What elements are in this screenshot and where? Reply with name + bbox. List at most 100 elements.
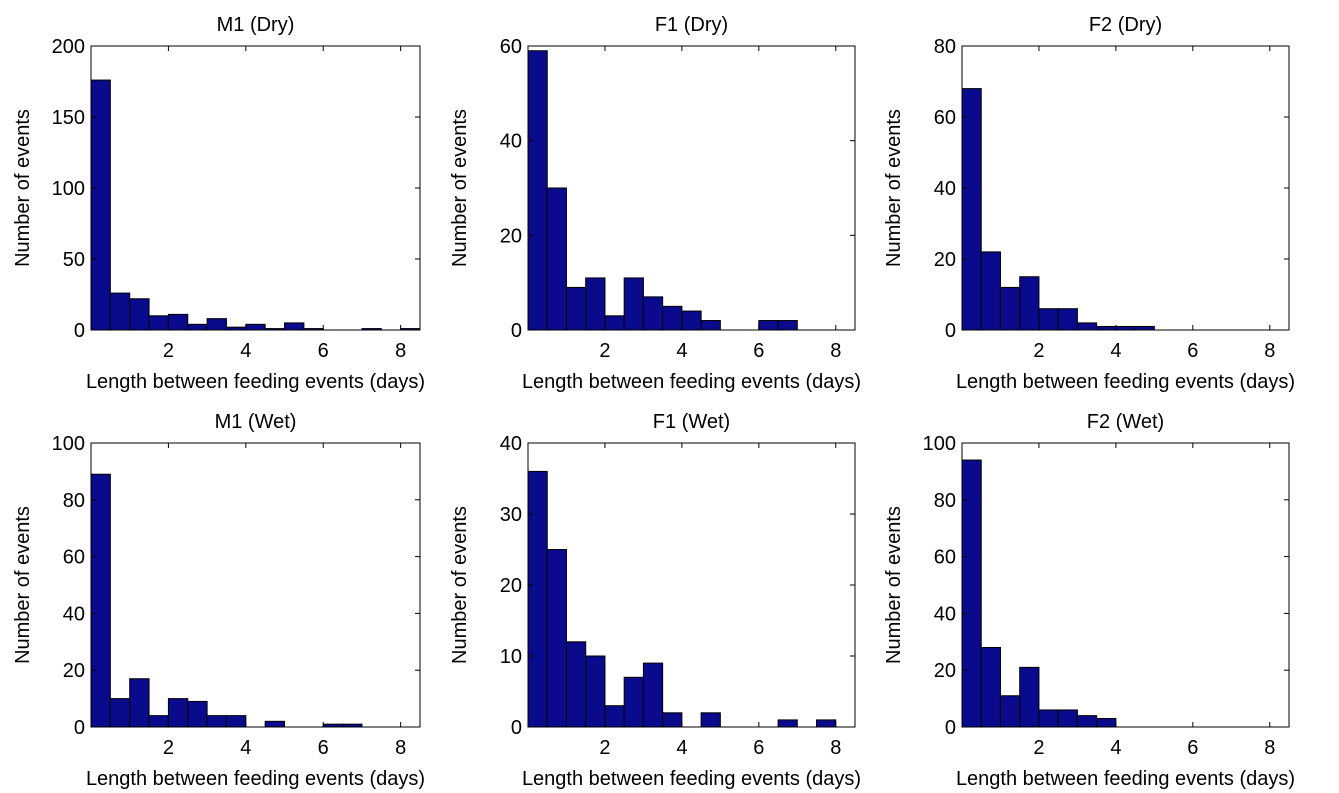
histogram-bar bbox=[187, 323, 208, 331]
histogram-bar bbox=[1076, 715, 1098, 728]
histogram-bar bbox=[623, 676, 644, 728]
histogram-bar bbox=[999, 286, 1021, 331]
y-tick-label: 60 bbox=[63, 547, 85, 569]
x-tick-label: 8 bbox=[830, 737, 841, 759]
x-tick-label: 6 bbox=[753, 340, 764, 362]
y-tick-label: 40 bbox=[500, 433, 522, 455]
x-axis-label: Length between feeding events (days) bbox=[956, 768, 1295, 790]
histogram-bar bbox=[527, 50, 548, 331]
histogram-bar bbox=[1134, 325, 1155, 331]
histogram-bar bbox=[980, 646, 1001, 728]
histogram-bar bbox=[109, 698, 131, 728]
y-tick-label: 20 bbox=[934, 660, 956, 682]
y-tick-label: 100 bbox=[923, 433, 956, 455]
histogram-bar bbox=[284, 322, 305, 331]
x-axis-label: Length between feeding events (days) bbox=[956, 371, 1295, 393]
x-tick-label: 6 bbox=[1187, 340, 1198, 362]
y-tick-label: 40 bbox=[934, 178, 956, 200]
histogram-bar bbox=[700, 320, 721, 331]
y-tick-label: 60 bbox=[500, 36, 522, 58]
y-tick-label: 80 bbox=[934, 36, 956, 58]
y-tick-label: 30 bbox=[500, 504, 522, 526]
histogram-bar bbox=[681, 310, 702, 331]
x-tick-label: 6 bbox=[1187, 737, 1198, 759]
histogram-panel-6: 0 20 40 60 80 100 2 4 6 8 F2 (Wet) Length between f… bbox=[883, 411, 1295, 790]
y-tick-label: 60 bbox=[934, 107, 956, 129]
y-tick-label: 0 bbox=[945, 320, 956, 342]
x-axis-label: Length between feeding events (days) bbox=[86, 371, 425, 393]
histogram-bar bbox=[1057, 308, 1078, 331]
y-tick-label: 80 bbox=[63, 490, 85, 512]
y-axis-label: Number of events bbox=[449, 109, 471, 267]
x-axis-label: Length between feeding events (days) bbox=[522, 371, 861, 393]
histogram-bar bbox=[642, 662, 664, 728]
panel-title: F1 (Dry) bbox=[655, 14, 728, 36]
histogram-panel-5: 0 10 20 30 40 2 4 6 8 F1 (Wet) Length between feed… bbox=[449, 411, 861, 790]
histogram-bar bbox=[999, 695, 1021, 728]
y-tick-label: 20 bbox=[500, 575, 522, 597]
y-tick-label: 20 bbox=[500, 225, 522, 247]
x-tick-label: 2 bbox=[1033, 737, 1044, 759]
plot-frame bbox=[90, 442, 421, 728]
x-tick-label: 4 bbox=[1110, 737, 1121, 759]
histogram-bar bbox=[129, 298, 150, 331]
histogram-bar bbox=[980, 251, 1001, 331]
y-tick-label: 50 bbox=[63, 249, 85, 271]
histogram-panel-1: 0 50 100 150 200 2 4 6 8 M1 (Dry) Length between f… bbox=[12, 14, 425, 393]
histogram-bar bbox=[565, 286, 587, 331]
x-tick-label: 2 bbox=[599, 737, 610, 759]
histogram-bar bbox=[546, 187, 567, 331]
x-tick-label: 2 bbox=[163, 340, 174, 362]
y-tick-label: 150 bbox=[52, 107, 85, 129]
y-tick-label: 40 bbox=[934, 603, 956, 625]
histogram-bar bbox=[187, 700, 208, 728]
x-tick-label: 8 bbox=[1264, 340, 1275, 362]
x-tick-label: 8 bbox=[1264, 737, 1275, 759]
x-tick-label: 4 bbox=[1110, 340, 1121, 362]
histogram-bar bbox=[565, 641, 587, 728]
histogram-bar bbox=[527, 470, 548, 728]
x-tick-label: 4 bbox=[676, 340, 687, 362]
histogram-panel-2: 0 20 40 60 2 4 6 8 F1 (Dry) Length between feedin… bbox=[449, 14, 861, 393]
y-tick-label: 20 bbox=[63, 660, 85, 682]
histogram-bar bbox=[90, 79, 111, 331]
x-tick-label: 2 bbox=[599, 340, 610, 362]
histogram-bar bbox=[642, 296, 664, 331]
histogram-panel-3: 0 20 40 60 80 2 4 6 8 F2 (Dry) Length between feed… bbox=[883, 14, 1295, 393]
y-tick-label: 0 bbox=[945, 717, 956, 739]
histogram-bar bbox=[1019, 666, 1040, 728]
histogram-bar bbox=[264, 720, 286, 728]
histogram-bar bbox=[961, 88, 982, 331]
y-tick-label: 80 bbox=[934, 490, 956, 512]
histogram-bar bbox=[167, 698, 189, 728]
histogram-bar bbox=[1038, 709, 1059, 728]
x-tick-label: 8 bbox=[395, 340, 406, 362]
y-tick-label: 100 bbox=[52, 178, 85, 200]
x-axis-label: Length between feeding events (days) bbox=[86, 768, 425, 790]
histogram-bar bbox=[777, 719, 798, 728]
histogram-bar bbox=[662, 712, 683, 728]
histogram-bar bbox=[206, 715, 227, 728]
x-tick-label: 6 bbox=[318, 340, 329, 362]
x-tick-label: 6 bbox=[318, 737, 329, 759]
histogram-bar bbox=[129, 678, 150, 728]
y-tick-label: 100 bbox=[52, 433, 85, 455]
x-tick-label: 4 bbox=[676, 737, 687, 759]
histogram-bar bbox=[90, 473, 111, 728]
x-axis-label: Length between feeding events (days) bbox=[522, 768, 861, 790]
histogram-bar bbox=[1096, 325, 1117, 331]
histogram-bar bbox=[816, 719, 837, 728]
y-axis-label: Number of events bbox=[449, 506, 471, 664]
panel-title: F1 (Wet) bbox=[653, 411, 730, 433]
histogram-bar bbox=[623, 277, 644, 331]
histogram-bar bbox=[604, 315, 625, 331]
panel-title: M1 (Dry) bbox=[217, 14, 295, 36]
histogram-panel-4: 0 20 40 60 80 100 2 4 6 8 M1 (Wet) Length between f… bbox=[12, 411, 425, 790]
panel-title: F2 (Wet) bbox=[1087, 411, 1164, 433]
panel-title: M1 (Wet) bbox=[215, 411, 297, 433]
histogram-bar bbox=[148, 315, 169, 331]
histogram-bar bbox=[109, 292, 131, 331]
y-tick-label: 40 bbox=[63, 603, 85, 625]
